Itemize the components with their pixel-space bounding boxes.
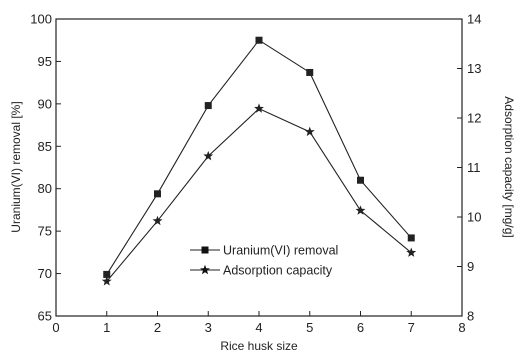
capacity-data-point <box>355 205 366 215</box>
capacity-data-point <box>203 150 214 161</box>
right-y-tick-label: 10 <box>467 210 481 225</box>
left-y-tick-label: 80 <box>38 181 52 196</box>
legend-label-removal: Uranium(VI) removal <box>223 244 338 258</box>
capacity-data-point <box>101 276 112 286</box>
right-y-axis-label: Adsorption capacity [mg/g] <box>502 96 515 237</box>
left-y-tick-label: 95 <box>38 54 52 69</box>
right-y-tick-label: 13 <box>467 61 481 76</box>
removal-data-point <box>103 270 111 278</box>
left-y-tick-label: 85 <box>38 139 52 154</box>
left-y-tick-label: 100 <box>30 12 52 27</box>
capacity-data-point <box>254 103 264 113</box>
x-tick-label: 1 <box>103 320 110 335</box>
removal-data-point <box>154 190 161 198</box>
removal-data-point <box>204 102 212 110</box>
legend-marker-square <box>201 246 209 254</box>
legend-label-capacity: Adsorption capacity <box>223 264 333 278</box>
capacity-data-point <box>406 247 417 257</box>
right-y-tick-label: 11 <box>467 160 481 175</box>
left-y-tick-label: 70 <box>38 266 52 281</box>
legend-marker-star <box>200 264 210 275</box>
left-y-axis-label: Uranium(VI) removal [%] <box>9 101 23 232</box>
right-y-tick-label: 8 <box>467 309 474 324</box>
x-axis-label: Rice husk size <box>220 339 298 353</box>
capacity-data-point <box>152 215 163 226</box>
capacity-data-point <box>304 126 315 137</box>
x-tick-label: 7 <box>408 320 415 335</box>
right-y-axis-ticks: 8 9 10 11 12 13 14 <box>457 12 481 324</box>
removal-data-point <box>306 68 314 76</box>
x-axis-ticks: 0 1 2 3 4 5 6 7 8 <box>52 311 466 335</box>
right-y-tick-label: 14 <box>467 12 481 27</box>
removal-data-point <box>255 36 263 44</box>
x-tick-label: 5 <box>306 320 313 335</box>
left-y-tick-label: 90 <box>38 96 52 111</box>
right-y-tick-label: 9 <box>467 259 474 274</box>
x-tick-label: 4 <box>255 320 262 335</box>
removal-data-point <box>357 176 364 184</box>
x-tick-label: 8 <box>458 320 465 335</box>
x-tick-label: 6 <box>357 320 364 335</box>
x-tick-label: 0 <box>52 320 59 335</box>
legend: Uranium(VI) removal Adsorption capacity <box>190 244 338 278</box>
left-y-tick-label: 65 <box>38 309 52 324</box>
left-y-axis-ticks: 65 70 75 80 85 90 95 100 <box>30 12 61 324</box>
series-layer <box>101 36 417 286</box>
removal-data-point <box>407 234 415 242</box>
plot-frame <box>55 18 463 317</box>
right-y-tick-label: 12 <box>467 111 481 126</box>
removal-series-line <box>106 39 412 275</box>
x-tick-label: 3 <box>205 320 212 335</box>
x-tick-label: 2 <box>154 320 161 335</box>
left-y-tick-label: 75 <box>38 224 52 239</box>
